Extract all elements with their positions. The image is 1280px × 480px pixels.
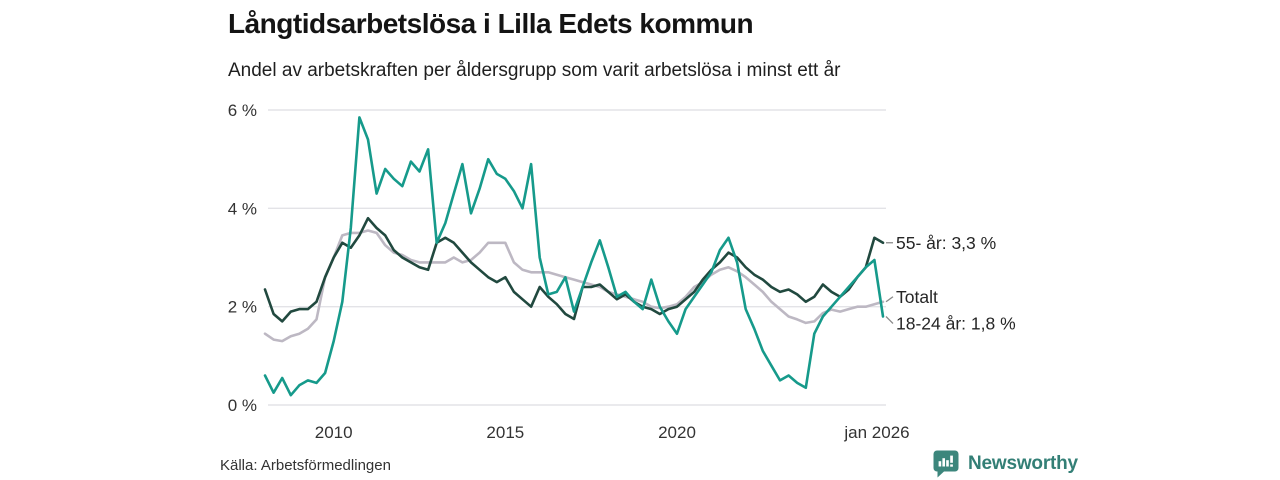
x-axis-label-2020: 2020 [658,423,696,442]
label-connector-18-24år [885,316,894,324]
end-label-Totalt: Totalt [896,287,938,307]
line-55-år [263,216,885,323]
y-axis-label-2: 2 % [228,298,257,317]
chart-title: Långtidsarbetslösa i Lilla Edets kommun [228,8,754,39]
x-axis-label-2010: 2010 [315,423,353,442]
label-connector-Totalt [885,296,894,303]
chart-subtitle: Andel av arbetskraften per åldersgrupp s… [228,60,841,81]
x-axis-label-jan-2026: jan 2026 [843,423,909,442]
end-label-18-24år: 18-24 år: 1,8 % [896,314,1016,334]
source-note: Källa: Arbetsförmedlingen [220,457,391,474]
y-axis-label-6: 6 % [228,101,257,120]
y-axis-label-0: 0 % [228,396,257,415]
y-axis-label-4: 4 % [228,199,257,218]
bar-chart-speech-bubble-icon [933,450,959,478]
end-label-55-år: 55- år: 3,3 % [896,233,996,253]
line-18-24år [263,116,885,397]
line-Totalt [263,229,885,343]
newsworthy-branding: Newsworthy [932,449,1078,478]
newsworthy-wordmark: Newsworthy [968,452,1078,474]
x-axis-label-2015: 2015 [486,423,524,442]
